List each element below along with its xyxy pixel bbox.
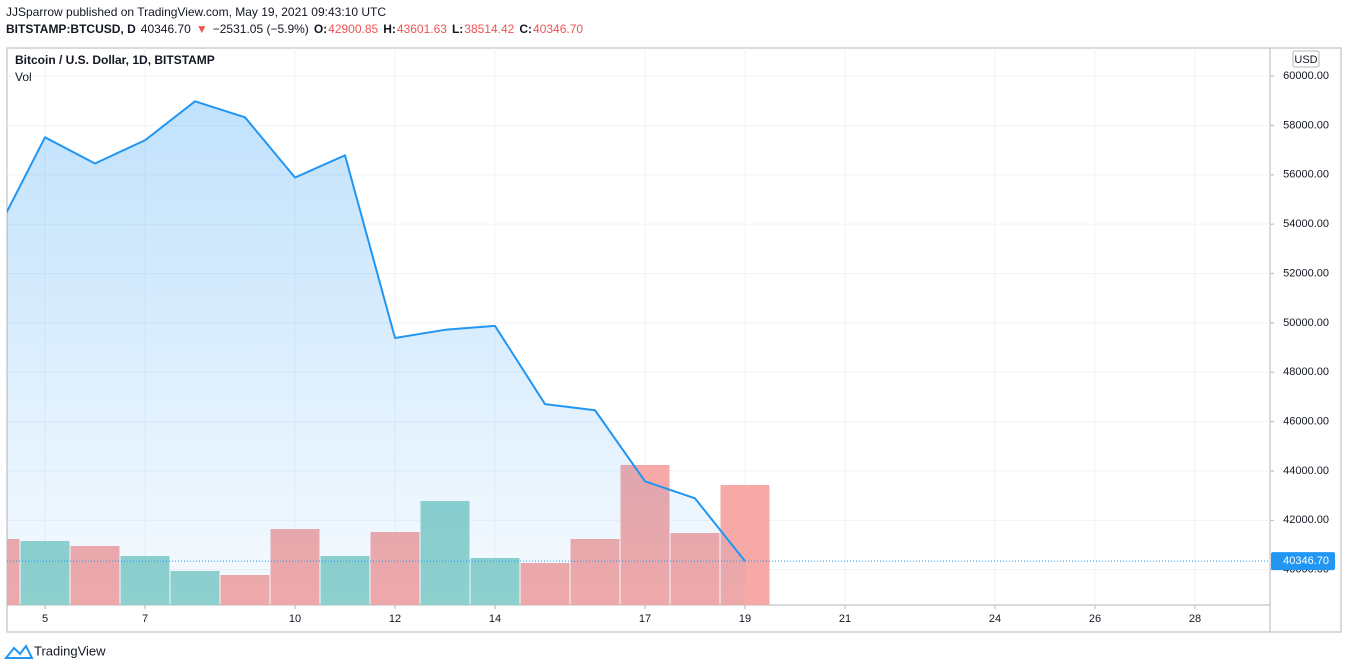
plot-area — [7, 100, 770, 605]
footer-brand: TradingView — [34, 643, 106, 658]
y-tick-label: 46000.00 — [1283, 416, 1329, 428]
header-last: 40346.70 — [141, 22, 191, 36]
y-tick-label: 52000.00 — [1283, 267, 1329, 279]
y-tick-label: 48000.00 — [1283, 366, 1329, 378]
x-tick-label: 24 — [989, 613, 1001, 625]
x-tick-label: 14 — [489, 613, 501, 625]
currency-box — [1292, 50, 1320, 68]
header-symbol: BITSTAMP:BTCUSD, D — [6, 22, 136, 36]
header-l-value: 38514.42 — [464, 22, 514, 36]
header-h-value: 43601.63 — [397, 22, 447, 36]
currency: USD — [1294, 54, 1317, 66]
header-o-label: O: — [314, 22, 327, 36]
x-tick-label: 21 — [839, 613, 851, 625]
price-area — [7, 101, 745, 605]
x-tick-label: 7 — [142, 613, 148, 625]
x-tick-label: 10 — [289, 613, 301, 625]
x-tick-label: 12 — [389, 613, 401, 625]
header-change: −2531.05 (−5.9%) — [213, 22, 309, 36]
y-tick-label: 60000.00 — [1283, 70, 1329, 82]
x-tick-label: 28 — [1189, 613, 1201, 625]
y-tick-label: 44000.00 — [1283, 465, 1329, 477]
symbol-line: BITSTAMP:BTCUSD, D 40346.70 ▼ −2531.05 (−5.… — [6, 22, 583, 36]
header-l-label: L: — [452, 22, 463, 36]
y-tick-label: 56000.00 — [1283, 169, 1329, 181]
header-h-label: H: — [383, 22, 396, 36]
y-tick-label: 42000.00 — [1283, 514, 1329, 526]
y-tick-label: 50000.00 — [1283, 317, 1329, 329]
last-price-label: 40346.70 — [1283, 555, 1329, 567]
volume-label: Vol — [15, 70, 32, 84]
x-tick-label: 26 — [1089, 613, 1101, 625]
y-tick-label: 58000.00 — [1283, 119, 1329, 131]
chart-title: Bitcoin / U.S. Dollar, 1D, BITSTAMP — [15, 53, 215, 67]
axes: 40000.0042000.0044000.0046000.0048000.00… — [42, 70, 1329, 625]
published-line: JJSparrow published on TradingView.com, … — [6, 5, 386, 19]
x-tick-label: 5 — [42, 613, 48, 625]
header-c-label: C: — [519, 22, 532, 36]
price-line — [7, 100, 746, 562]
y-tick-label: 54000.00 — [1283, 218, 1329, 230]
footer-logo: TradingView — [3, 643, 106, 659]
x-tick-label: 19 — [739, 613, 751, 625]
header-c-value: 40346.70 — [533, 22, 583, 36]
x-tick-label: 17 — [639, 613, 651, 625]
last-price-box — [1271, 552, 1335, 571]
header-o-value: 42900.85 — [328, 22, 378, 36]
header-arrow: ▼ — [196, 22, 208, 36]
